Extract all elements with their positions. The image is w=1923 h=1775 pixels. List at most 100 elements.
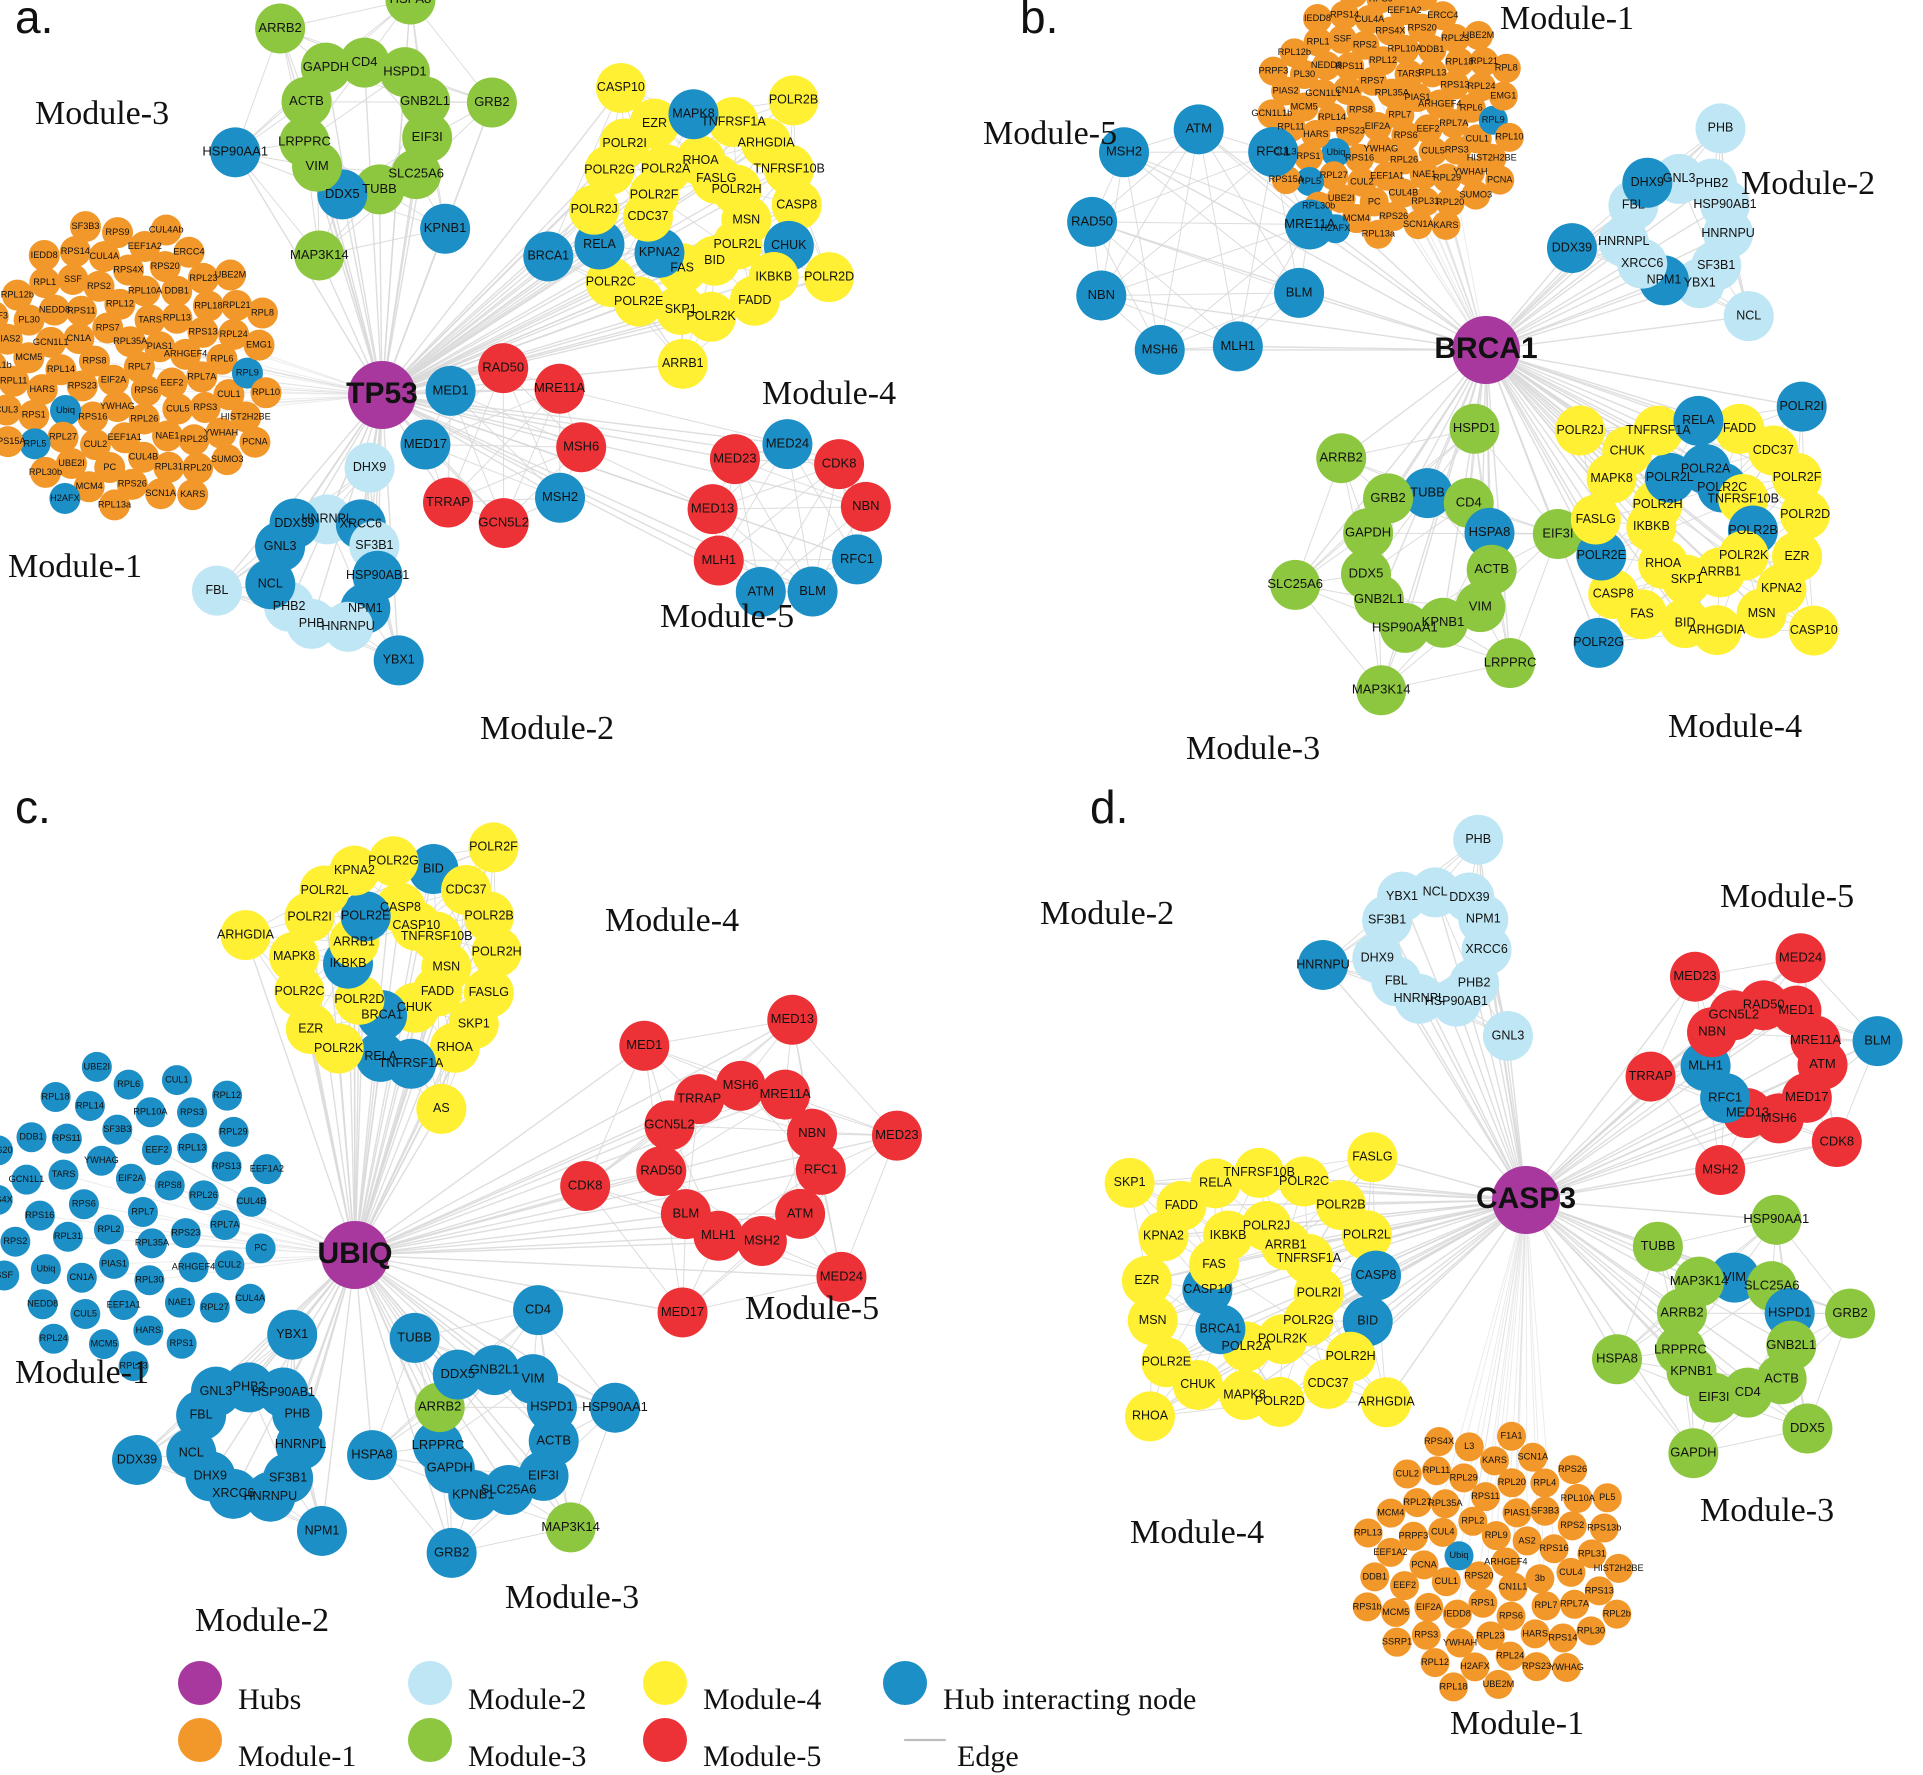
svg-text:YBX1: YBX1 [1386,889,1418,903]
svg-text:SUMO3: SUMO3 [1459,190,1492,200]
svg-text:RFC1: RFC1 [804,1161,838,1176]
svg-text:RPL27: RPL27 [1320,170,1348,180]
svg-text:RPS13: RPS13 [188,327,217,337]
svg-text:HSPD1: HSPD1 [1453,420,1496,435]
svg-text:MCM5: MCM5 [90,1339,117,1349]
svg-text:BRCA1: BRCA1 [527,249,569,263]
svg-text:ARRB1: ARRB1 [662,356,704,370]
svg-text:CASP8: CASP8 [1593,586,1634,600]
svg-text:BLM: BLM [673,1206,700,1221]
svg-text:MSN: MSN [432,960,460,974]
svg-text:EEF1A2: EEF1A2 [1387,5,1421,15]
svg-text:CHUK: CHUK [1610,443,1646,457]
svg-text:BRCA1: BRCA1 [1434,332,1537,365]
svg-text:MLH1: MLH1 [1688,1058,1723,1073]
svg-text:MED1: MED1 [626,1037,662,1052]
svg-text:RPL35A: RPL35A [1428,1498,1463,1508]
svg-text:RAD50: RAD50 [1071,213,1113,228]
svg-text:RPS20: RPS20 [0,1145,13,1155]
svg-text:RPL13a: RPL13a [1362,229,1396,239]
svg-text:DDX39: DDX39 [1449,890,1489,904]
svg-text:POLR2H: POLR2H [1633,497,1683,511]
svg-text:DDX39: DDX39 [274,516,314,530]
svg-text:DDX39: DDX39 [117,1452,157,1466]
svg-text:RPL7: RPL7 [131,1206,154,1216]
svg-text:MED17: MED17 [1785,1089,1828,1104]
svg-text:YBX1: YBX1 [276,1327,308,1341]
svg-text:GNL3: GNL3 [1663,171,1696,185]
svg-text:CN1A: CN1A [70,1272,95,1282]
svg-text:RPL21: RPL21 [223,300,251,310]
svg-text:CN1L1: CN1L1 [1499,1581,1528,1591]
svg-text:POLR2E: POLR2E [1577,548,1626,562]
svg-text:POLR2L: POLR2L [714,237,762,251]
svg-text:RPS6: RPS6 [134,385,158,395]
svg-text:HIST2H2BE: HIST2H2BE [1594,1563,1644,1573]
svg-text:SLC25A6: SLC25A6 [388,166,444,181]
svg-text:H2AFX: H2AFX [1460,1661,1490,1671]
svg-text:RFC1: RFC1 [1256,143,1290,158]
svg-text:POLR2F: POLR2F [469,840,518,854]
svg-text:RPL12: RPL12 [1369,55,1397,65]
svg-text:HSPD1: HSPD1 [530,1398,573,1413]
svg-text:POLR2D: POLR2D [804,269,854,283]
svg-text:DHX9: DHX9 [194,1469,227,1483]
svg-text:KPNA2: KPNA2 [1761,581,1802,595]
svg-text:DDX39: DDX39 [1552,240,1592,254]
svg-text:FASLG: FASLG [1576,512,1616,526]
svg-text:CUL4Ab: CUL4Ab [149,224,184,234]
svg-text:PIAS2: PIAS2 [0,334,20,344]
svg-text:POLR2L: POLR2L [1343,1227,1391,1241]
svg-text:ARRB1: ARRB1 [1699,565,1741,579]
svg-text:HSPD1: HSPD1 [383,64,426,79]
svg-text:EEF1A1: EEF1A1 [107,1299,141,1309]
svg-text:MED13: MED13 [771,1011,814,1026]
svg-text:MCM4: MCM4 [76,481,103,491]
svg-text:PCNA: PCNA [1411,1559,1437,1569]
svg-text:EZR: EZR [642,116,667,130]
svg-text:PRPF3: PRPF3 [0,311,8,321]
svg-text:MAPK8: MAPK8 [1590,471,1632,485]
svg-text:DDX5: DDX5 [1790,1420,1825,1435]
svg-text:MAP3K14: MAP3K14 [541,1519,600,1534]
svg-text:MCM4: MCM4 [1377,1508,1404,1518]
svg-text:POLR2A: POLR2A [1222,1339,1272,1353]
svg-text:TARS: TARS [52,1169,76,1179]
svg-text:RPS3: RPS3 [1414,1630,1438,1640]
svg-text:EEF1A2: EEF1A2 [1373,1547,1407,1557]
svg-text:RPL8: RPL8 [1495,63,1518,73]
svg-text:EIF2A: EIF2A [118,1173,144,1183]
svg-text:MLH1: MLH1 [1220,338,1255,353]
svg-text:CDC37: CDC37 [1308,1376,1349,1390]
svg-text:RPS14: RPS14 [1548,1632,1577,1642]
svg-text:RHOA: RHOA [1132,1409,1169,1423]
svg-text:RPL14: RPL14 [47,364,75,374]
svg-text:MED13: MED13 [1726,1105,1769,1120]
svg-text:ARHGEF4: ARHGEF4 [164,349,207,359]
svg-text:GNB2L1: GNB2L1 [400,93,450,108]
svg-text:RPL2: RPL2 [1461,1516,1484,1526]
svg-text:POLR2C: POLR2C [586,274,636,288]
svg-text:MSN: MSN [1139,1313,1167,1327]
svg-text:NBN: NBN [798,1125,825,1140]
svg-text:POLR2A: POLR2A [641,161,691,175]
svg-text:MLH1: MLH1 [701,552,736,567]
svg-text:CUL4: CUL4 [1431,1527,1455,1537]
svg-text:CUL5: CUL5 [74,1308,98,1318]
svg-text:BLM: BLM [1864,1033,1891,1048]
svg-text:Ubiq: Ubiq [1326,147,1345,157]
svg-text:SCN1A: SCN1A [1403,219,1435,229]
svg-text:CASP10: CASP10 [597,80,645,94]
svg-text:RPL9: RPL9 [236,368,259,378]
svg-text:FBL: FBL [1622,198,1645,212]
svg-text:RPS15A: RPS15A [1269,174,1305,184]
svg-text:RPS9: RPS9 [105,227,129,237]
svg-text:HSP90AA1: HSP90AA1 [202,144,268,159]
svg-text:RPL26: RPL26 [130,413,158,423]
svg-text:HARS: HARS [30,384,56,394]
svg-text:EEF2: EEF2 [1393,1580,1416,1590]
svg-text:POLR2D: POLR2D [1780,507,1830,521]
svg-text:Ubiq: Ubiq [1450,1550,1469,1560]
svg-text:POLR2B: POLR2B [464,909,513,923]
svg-text:TRRAP: TRRAP [677,1091,721,1106]
